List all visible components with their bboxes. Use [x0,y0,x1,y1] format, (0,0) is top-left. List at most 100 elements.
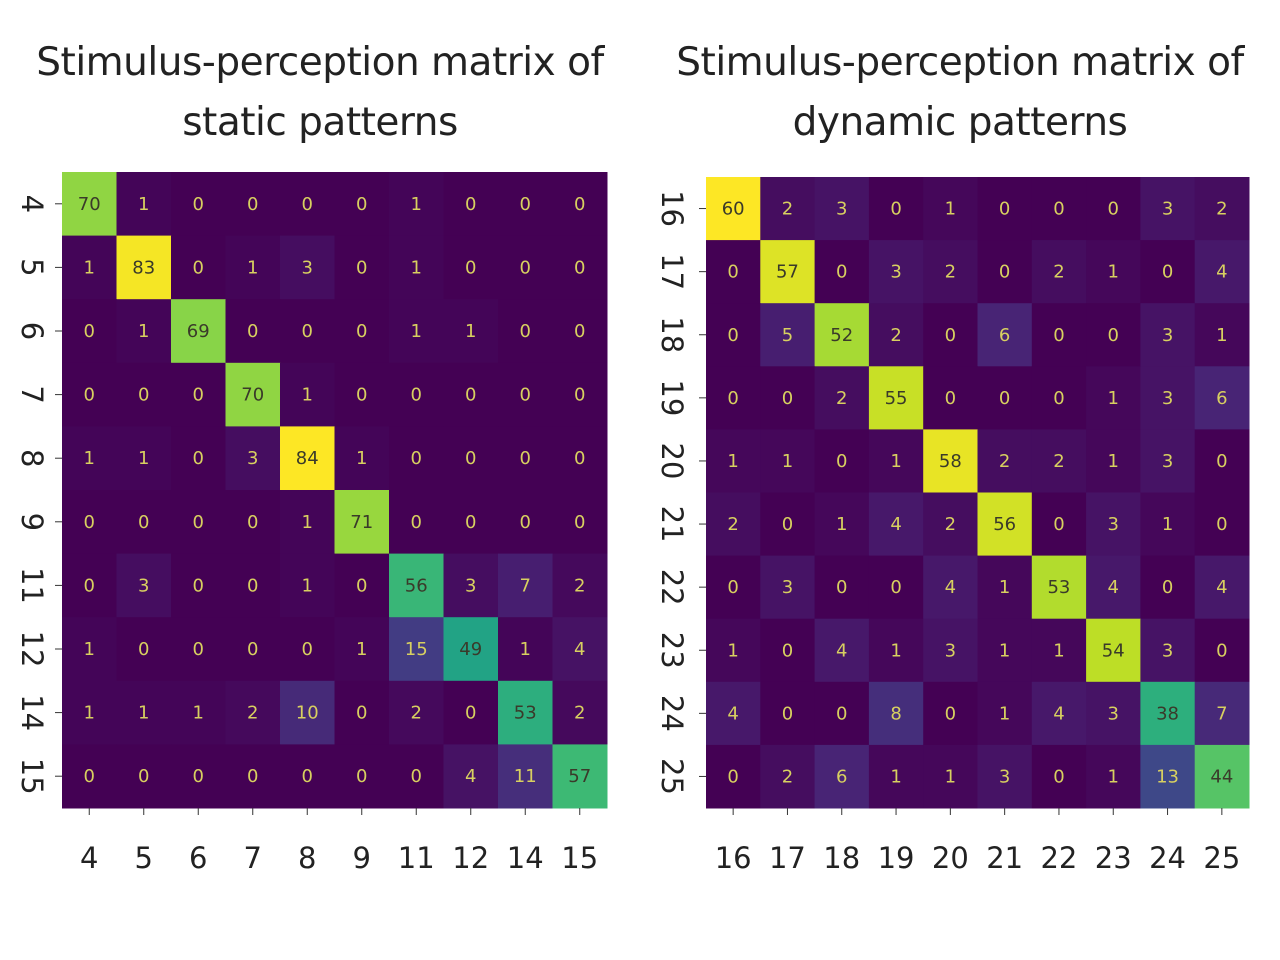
y-tick-label: 20 [655,442,689,479]
cell-value-label: 0 [574,194,585,215]
cell-value-label: 1 [1216,325,1227,346]
heatmap-grid: 70 1 0 0 0 0 1 0 0 01 83 0 1 3 0 1 0 0 00 1 69 0 0 0 1 1 0 00 0 0 70 1 0… [62,172,608,809]
heatmap-cell [498,680,553,745]
heatmap-cell [116,744,172,809]
heatmap-cell [280,617,335,682]
cell-value-label: 2 [247,703,258,724]
y-tick-label: 23 [655,632,689,669]
heatmap-cell [1031,240,1087,304]
cell-value-label: 0 [727,577,738,598]
x-tick-label: 23 [1095,841,1132,875]
heatmap-cell [1194,177,1250,241]
heatmap-cell [1031,177,1087,241]
heatmap-cell [706,555,761,620]
dynamic-patterns-panel: Stimulus-perception matrix of dynamic pa… [640,0,1280,960]
cell-value-label: 13 [1156,766,1179,787]
heatmap-cell [171,426,226,491]
heatmap-cell [923,429,978,493]
heatmap-cell [334,490,390,555]
heatmap-cell [868,303,924,367]
cell-value-label: 7 [1216,703,1227,724]
heatmap-cell [923,303,978,367]
heatmap-cell [977,744,1033,809]
y-tick-label: 19 [655,379,689,416]
cell-value-label: 0 [1216,514,1227,535]
cell-value-label: 0 [520,385,531,406]
heatmap-cell [1194,555,1250,620]
y-tick-label: 7 [15,385,49,403]
chart-title: Stimulus-perception matrix of static pat… [0,33,640,153]
cell-value-label: 0 [247,639,258,660]
cell-value-label: 0 [193,766,204,787]
cell-value-label: 1 [727,451,738,472]
heatmap-cell [977,177,1033,241]
x-tick-label: 21 [986,841,1023,875]
heatmap-cell [552,680,608,745]
heatmap-cell [1140,177,1196,241]
heatmap-cell [334,617,390,682]
cell-value-label: 0 [574,321,585,342]
dynamic-confusion-matrix: 60 2 3 0 1 0 0 0 3 20 57 0 3 2 0 2 1 0 40 5 52 2 0 6 0 0 3 10 0 2 55 0 0… [655,177,1250,875]
heatmap-cell [868,240,924,304]
heatmap-cell [814,744,870,809]
heatmap-cell [1140,240,1196,304]
cell-value-label: 2 [727,514,738,535]
heatmap-cell [868,744,924,809]
cell-value-label: 0 [138,512,149,533]
heatmap-cell [1086,240,1141,304]
heatmap-cell [760,681,816,746]
cell-value-label: 1 [999,703,1010,724]
cell-value-label: 0 [782,514,793,535]
cell-value-label: 1 [782,451,793,472]
cell-value-label: 0 [193,194,204,215]
chart-title: Stimulus-perception matrix of dynamic pa… [640,33,1280,153]
cell-value-label: 3 [1108,514,1119,535]
cell-value-label: 2 [782,199,793,220]
heatmap-cell [552,553,608,618]
heatmap-cell [116,426,172,491]
cell-value-label: 1 [945,199,956,220]
cell-value-label: 0 [1216,640,1227,661]
heatmap-cell [706,240,761,304]
cell-value-label: 2 [782,766,793,787]
heatmap-cell [1031,303,1087,367]
cell-value-label: 70 [241,385,264,406]
heatmap-cell [868,555,924,620]
cell-value-label: 3 [247,448,258,469]
heatmap-cell [443,680,499,745]
cell-value-label: 1 [520,639,531,660]
heatmap-cell [443,172,499,237]
cell-value-label: 0 [1053,325,1064,346]
heatmap-cell [552,426,608,491]
y-tick-label: 21 [655,506,689,543]
cell-value-label: 0 [302,321,313,342]
heatmap-cell [171,617,226,682]
heatmap-cell [498,490,553,555]
heatmap-cell [389,426,444,491]
cell-value-label: 1 [836,514,847,535]
heatmap-cell [443,617,499,682]
cell-value-label: 0 [193,257,204,278]
heatmap-cell [225,553,281,618]
y-tick-label: 22 [655,569,689,606]
cell-value-label: 0 [782,640,793,661]
heatmap-cell [923,240,978,304]
heatmap-cell [443,235,499,300]
x-tick-label: 15 [561,841,598,875]
heatmap-cell [280,490,335,555]
cell-value-label: 1 [1108,262,1119,283]
heatmap-cell [977,492,1033,557]
cell-value-label: 52 [830,325,853,346]
cell-value-label: 3 [1162,325,1173,346]
x-tick-label: 4 [80,841,98,875]
cell-value-label: 44 [1210,766,1233,787]
cell-value-label: 0 [411,385,422,406]
heatmap-cell [706,681,761,746]
cell-value-label: 1 [945,766,956,787]
cell-value-label: 0 [411,766,422,787]
cell-value-label: 53 [1047,577,1070,598]
heatmap-cell [868,618,924,683]
heatmap-cell [225,490,281,555]
cell-value-label: 4 [574,639,585,660]
heatmap-cell [923,555,978,620]
